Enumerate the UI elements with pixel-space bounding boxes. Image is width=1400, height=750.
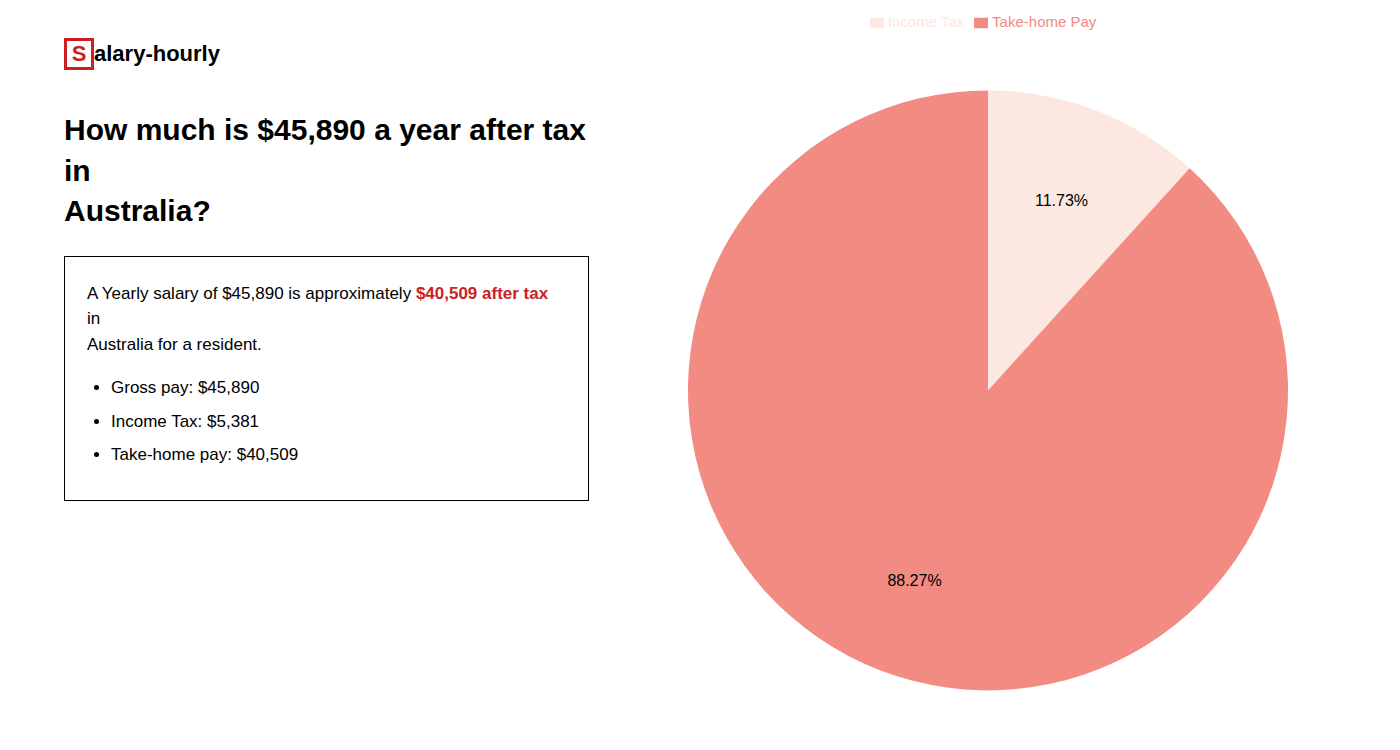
svg-text:11.73%: 11.73% bbox=[1035, 192, 1088, 209]
html-text:Take-home Pay: Take-home Pay bbox=[992, 13, 1097, 30]
svg-text:88.27%: 88.27% bbox=[887, 572, 941, 589]
html-text:Take-home pay: $40,509: Take-home pay: $40,509 bbox=[111, 445, 299, 464]
html-text:Income Tax: $5,381: Income Tax: $5,381 bbox=[111, 411, 260, 431]
html-text:S alary-hourly: S alary-hourly bbox=[71, 41, 220, 66]
html-text:How much is $45,890 a year aft: How much is $45,890 a year after tax in … bbox=[64, 113, 586, 227]
html-text:Australia for a resident.: Australia for a resident. bbox=[87, 334, 262, 354]
html-text:Gross pay: $45,890: Gross pay: $45,890 bbox=[111, 378, 260, 397]
html-text:Income Tax: Income Tax bbox=[887, 13, 965, 30]
html-text:A Yearly salary of $45,890 is: A Yearly salary of $45,890 is approximat… bbox=[87, 283, 553, 328]
